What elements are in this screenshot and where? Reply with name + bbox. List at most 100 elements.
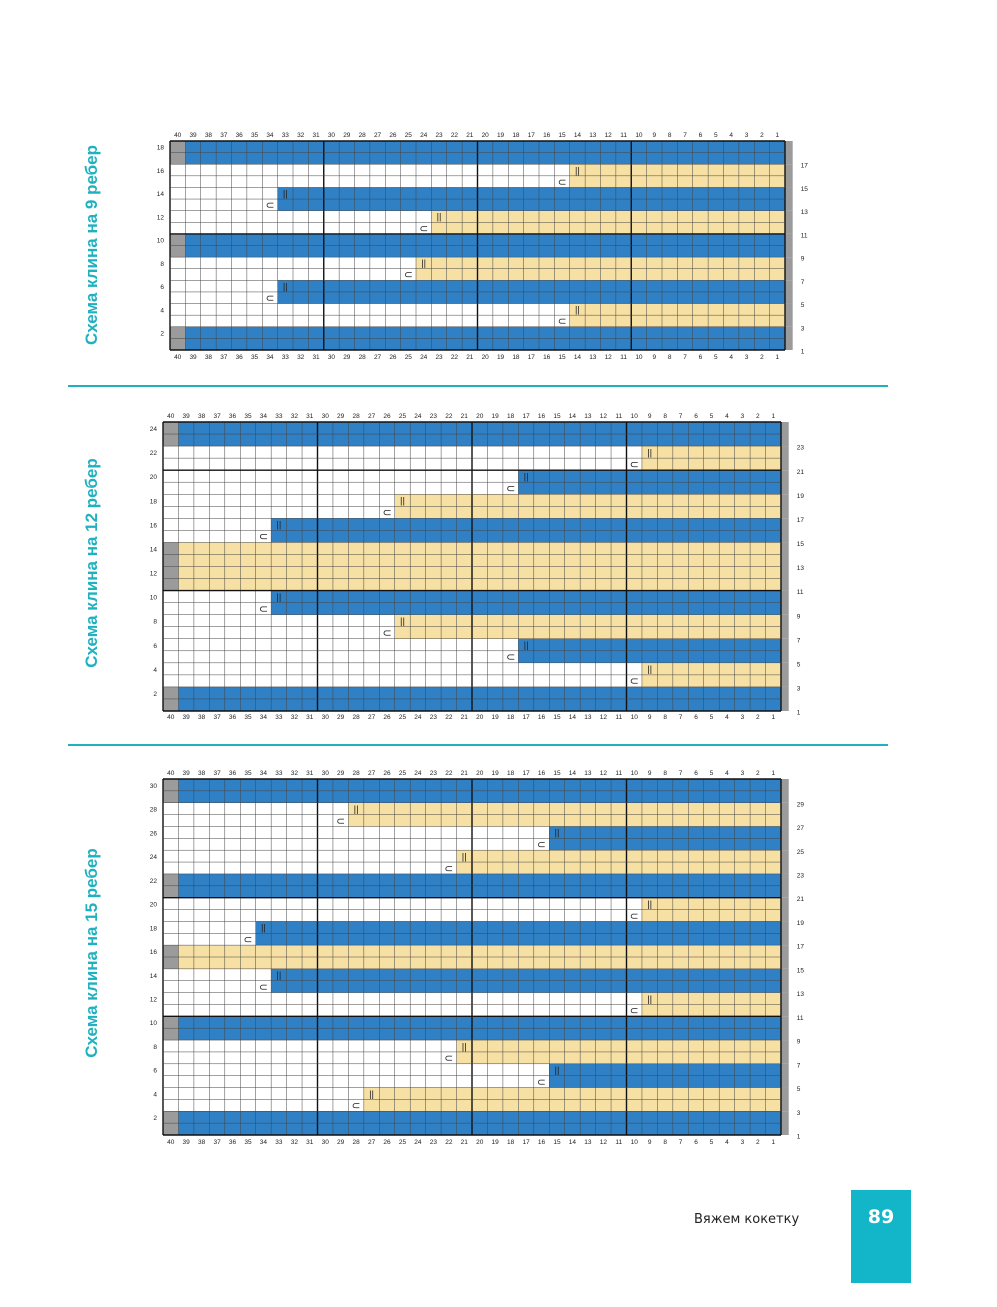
page-number: 89	[867, 1206, 895, 1228]
row-label-right: 15	[797, 967, 805, 974]
column-label-top: 9	[648, 413, 652, 420]
open-marker: ⊂	[336, 815, 345, 827]
column-label-top: 12	[605, 132, 613, 139]
column-label-top: 25	[399, 770, 407, 777]
column-label-top: 32	[291, 413, 299, 420]
column-label-bottom: 27	[374, 354, 382, 361]
column-label-bottom: 36	[236, 354, 244, 361]
row-label-left: 18	[150, 498, 158, 505]
column-label-bottom: 26	[383, 1139, 391, 1146]
column-label-bottom: 15	[553, 714, 561, 721]
column-label-top: 38	[198, 413, 206, 420]
column-label-bottom: 35	[244, 714, 252, 721]
column-label-bottom: 2	[756, 1139, 760, 1146]
column-label-top: 21	[461, 770, 469, 777]
row-label-left: 2	[153, 691, 157, 698]
column-label-top: 1	[771, 770, 775, 777]
column-label-bottom: 28	[353, 714, 361, 721]
column-label-top: 20	[482, 132, 490, 139]
edge-stitch-gray	[785, 141, 793, 165]
column-label-top: 12	[600, 413, 608, 420]
open-marker: ⊂	[259, 531, 268, 543]
stitch-marker: ||	[647, 994, 652, 1005]
column-label-bottom: 2	[756, 714, 760, 721]
column-label-top: 11	[620, 132, 627, 139]
column-label-bottom: 35	[244, 1139, 252, 1146]
row-label-left: 8	[160, 261, 164, 268]
row-label-left: 16	[150, 522, 158, 529]
row-label-left: 10	[150, 1020, 158, 1027]
column-label-top: 4	[729, 132, 733, 139]
edge-stitch-gray	[781, 1040, 789, 1064]
column-label-top: 40	[174, 132, 182, 139]
column-label-bottom: 17	[528, 354, 536, 361]
column-label-top: 22	[445, 770, 453, 777]
column-label-bottom: 12	[600, 1139, 608, 1146]
open-marker: ⊂	[537, 839, 546, 851]
column-label-bottom: 39	[183, 714, 191, 721]
edge-stitch-gray	[781, 494, 789, 519]
row-label-left: 18	[150, 925, 158, 932]
column-label-bottom: 22	[445, 714, 453, 721]
column-label-bottom: 19	[492, 714, 500, 721]
column-label-bottom: 11	[615, 1139, 622, 1146]
column-label-top: 35	[244, 770, 252, 777]
open-marker: ⊂	[259, 603, 268, 615]
column-label-bottom: 25	[405, 354, 413, 361]
column-label-top: 8	[663, 413, 667, 420]
column-label-bottom: 10	[631, 714, 639, 721]
stitch-marker: ||	[400, 496, 405, 507]
row-label-left: 12	[150, 997, 158, 1004]
edge-stitch-gray	[781, 779, 789, 803]
column-label-bottom: 14	[569, 1139, 577, 1146]
edge-stitch-gray	[785, 257, 793, 281]
edge-stitch-gray	[781, 470, 789, 495]
column-label-bottom: 26	[383, 714, 391, 721]
column-label-bottom: 29	[337, 714, 345, 721]
column-label-top: 29	[343, 132, 351, 139]
column-label-bottom: 28	[359, 354, 367, 361]
open-marker: ⊂	[419, 224, 428, 235]
column-label-top: 37	[220, 132, 228, 139]
column-label-top: 16	[543, 132, 551, 139]
column-label-top: 22	[451, 132, 459, 139]
row-label-right: 25	[797, 849, 805, 856]
edge-stitch-gray	[785, 233, 793, 258]
column-label-top: 9	[653, 132, 657, 139]
column-label-bottom: 35	[251, 354, 259, 361]
edge-stitch-gray	[781, 802, 789, 827]
column-label-top: 31	[306, 413, 314, 420]
column-label-bottom: 40	[174, 354, 182, 361]
row-label-right: 11	[797, 589, 804, 596]
column-label-top: 1	[776, 132, 780, 139]
row-label-right: 9	[797, 1039, 801, 1046]
column-label-top: 31	[306, 770, 314, 777]
column-label-bottom: 19	[492, 1139, 500, 1146]
row-label-left: 18	[157, 145, 165, 152]
column-label-bottom: 1	[771, 714, 775, 721]
row-label-right: 3	[797, 1110, 801, 1117]
open-marker: ⊂	[506, 483, 515, 495]
column-label-bottom: 20	[476, 1139, 484, 1146]
open-marker: ⊂	[382, 628, 391, 640]
column-label-top: 36	[229, 413, 237, 420]
row-label-right: 5	[801, 302, 805, 309]
column-label-bottom: 23	[435, 354, 443, 361]
open-marker: ⊂	[444, 863, 453, 875]
column-label-top: 19	[492, 413, 500, 420]
stitch-marker: ||	[647, 899, 652, 910]
column-label-bottom: 20	[482, 354, 490, 361]
column-label-top: 11	[615, 770, 622, 777]
column-label-bottom: 22	[451, 354, 459, 361]
edge-stitch-gray	[781, 1016, 789, 1041]
edge-stitch-gray	[781, 897, 789, 922]
column-label-bottom: 6	[699, 354, 703, 361]
row-label-right: 13	[801, 209, 809, 216]
column-label-top: 2	[760, 132, 764, 139]
open-marker: ⊂	[266, 293, 275, 304]
column-label-top: 30	[322, 413, 330, 420]
column-label-bottom: 1	[776, 354, 780, 361]
column-label-top: 7	[679, 770, 683, 777]
column-label-top: 7	[679, 413, 683, 420]
open-marker: ⊂	[630, 1005, 639, 1017]
